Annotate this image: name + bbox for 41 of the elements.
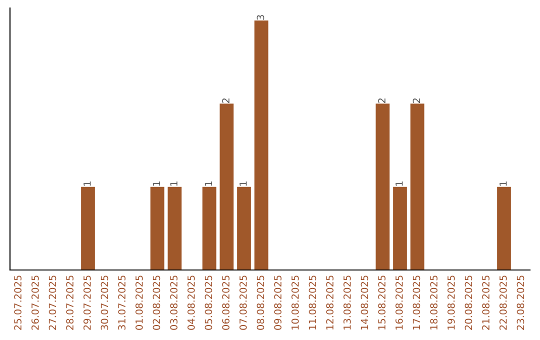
- x-tick-label: 09.08.2025: [274, 276, 282, 330]
- x-tick-label: 16.08.2025: [395, 276, 403, 330]
- x-tick-label: 19.08.2025: [447, 276, 455, 330]
- data-label: 1: [152, 182, 160, 186]
- x-tick-label: 11.08.2025: [308, 276, 316, 330]
- x-tick-label: 18.08.2025: [430, 276, 438, 330]
- x-tick-label: 02.08.2025: [152, 276, 160, 330]
- x-tick-label: 13.08.2025: [343, 276, 351, 330]
- x-tick-label: 03.08.2025: [170, 276, 178, 330]
- x-tick-label: 22.08.2025: [499, 276, 507, 330]
- data-label: 1: [84, 182, 91, 186]
- x-tick-label: 01.08.2025: [135, 276, 143, 330]
- x-tick-label: 21.08.2025: [482, 276, 490, 330]
- x-tick-label: 26.07.2025: [31, 276, 39, 330]
- x-tick-label: 31.07.2025: [118, 276, 126, 330]
- x-tick-label: 04.08.2025: [187, 276, 195, 330]
- x-tick-label: 12.08.2025: [326, 276, 334, 330]
- data-label: 1: [500, 182, 507, 186]
- x-tick-label: 30.07.2025: [100, 276, 108, 330]
- data-label: 2: [222, 98, 230, 103]
- x-tick-label: 06.08.2025: [222, 276, 230, 330]
- x-tick-label: 08.08.2025: [256, 276, 264, 330]
- x-tick-label: 10.08.2025: [291, 276, 299, 330]
- data-label: 1: [204, 182, 212, 186]
- x-tick-label: 27.07.2025: [48, 276, 56, 330]
- x-tick-label: 15.08.2025: [378, 276, 386, 330]
- x-tick-label: 28.07.2025: [66, 276, 74, 330]
- x-tick-label: 17.08.2025: [412, 276, 420, 330]
- x-tick-label: 14.08.2025: [360, 276, 368, 330]
- data-label: 3: [256, 15, 264, 20]
- data-label: 1: [396, 182, 403, 186]
- x-tick-label: 07.08.2025: [239, 276, 247, 330]
- x-tick-label: 25.07.2025: [14, 276, 22, 330]
- x-tick-label: 20.08.2025: [464, 276, 472, 330]
- data-label: 1: [170, 182, 178, 186]
- x-tick-label: 29.07.2025: [83, 276, 91, 330]
- x-tick-label: 23.08.2025: [516, 276, 524, 330]
- x-tick-label: 05.08.2025: [204, 276, 212, 330]
- data-label: 1: [240, 182, 247, 186]
- data-label: 2: [412, 98, 420, 103]
- data-label: 2: [378, 98, 386, 103]
